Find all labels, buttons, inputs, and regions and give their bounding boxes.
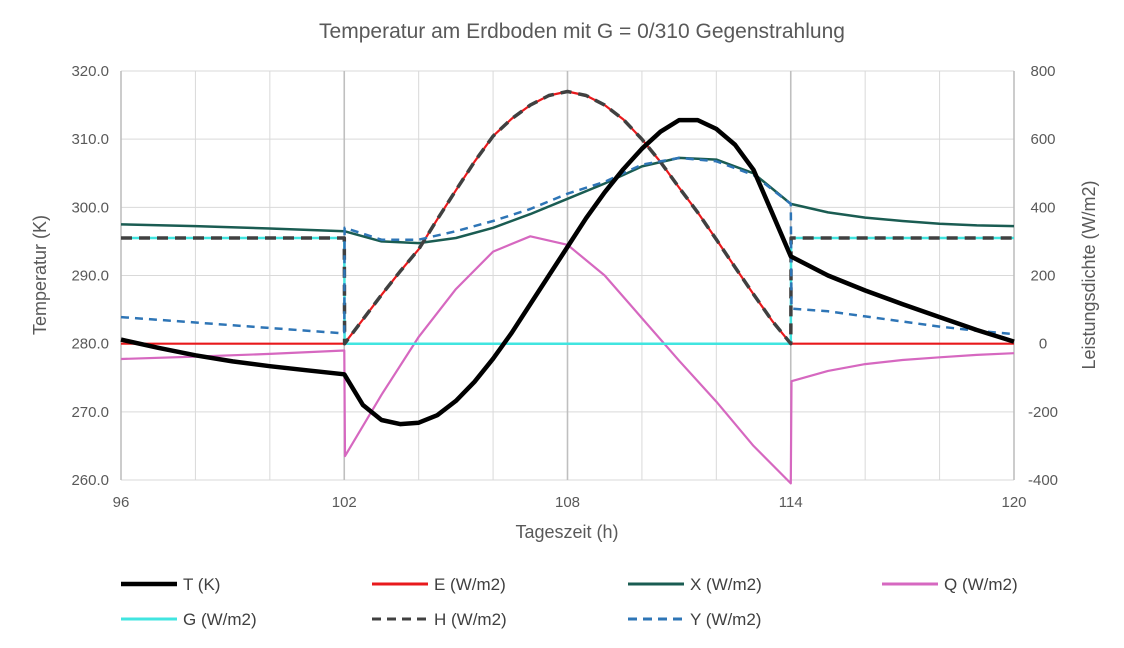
series-line-y: [120, 156, 1015, 336]
x-tick-label: 120: [1001, 494, 1026, 511]
y-axis-left: 260.0 270.0 280.0 290.0 300.0 310.0 320.0: [71, 63, 109, 489]
y2-tick-label: 800: [1030, 63, 1055, 80]
x-tick-label: 108: [555, 494, 580, 511]
series-line-h: [121, 89, 1014, 346]
x-tick-label: 114: [779, 494, 803, 511]
legend-label: H (W/m2): [434, 610, 507, 629]
y-tick-label: 260.0: [71, 472, 109, 489]
y-tick-label: 310.0: [71, 131, 109, 148]
legend: T (K) E (W/m2) X (W/m2) Q (W/m2) G (W/m2) H (…: [121, 575, 1018, 629]
series-line-q: [120, 235, 1015, 485]
y-tick-label: 320.0: [71, 63, 109, 80]
series-line-t: [120, 117, 1015, 427]
y2-tick-label: 0: [1039, 336, 1047, 353]
y-axis-title: Temperatur (K): [30, 215, 50, 335]
x-axis-title: Tageszeit (h): [515, 522, 618, 542]
x-tick-label: 96: [113, 494, 130, 511]
y2-tick-label: 600: [1030, 131, 1055, 148]
y-axis-right: -400 -200 0 200 400 600 800: [1028, 63, 1058, 489]
x-tick-label: 102: [332, 494, 357, 511]
y-tick-label: 290.0: [71, 268, 109, 285]
y-tick-label: 280.0: [71, 336, 109, 353]
y2-tick-label: 200: [1030, 268, 1055, 285]
legend-label: Y (W/m2): [690, 610, 761, 629]
legend-label: G (W/m2): [183, 610, 257, 629]
y2-tick-label: -200: [1028, 404, 1058, 421]
legend-label: Q (W/m2): [944, 575, 1018, 594]
series-line-x: [120, 156, 1015, 245]
y-tick-label: 300.0: [71, 199, 109, 216]
series-group: [120, 89, 1015, 485]
y2-tick-label: -400: [1028, 472, 1058, 489]
x-axis: 96 102 108 114 120: [113, 494, 1027, 511]
y-tick-label: 270.0: [71, 404, 109, 421]
grid: [120, 70, 1015, 481]
y2-tick-label: 400: [1030, 199, 1055, 216]
legend-label: T (K): [183, 575, 220, 594]
chart-title: Temperatur am Erdboden mit G = 0/310 Geg…: [319, 20, 845, 43]
legend-label: E (W/m2): [434, 575, 506, 594]
y2-axis-title: Leistungsdichte (W/m2): [1079, 180, 1099, 369]
legend-label: X (W/m2): [690, 575, 762, 594]
